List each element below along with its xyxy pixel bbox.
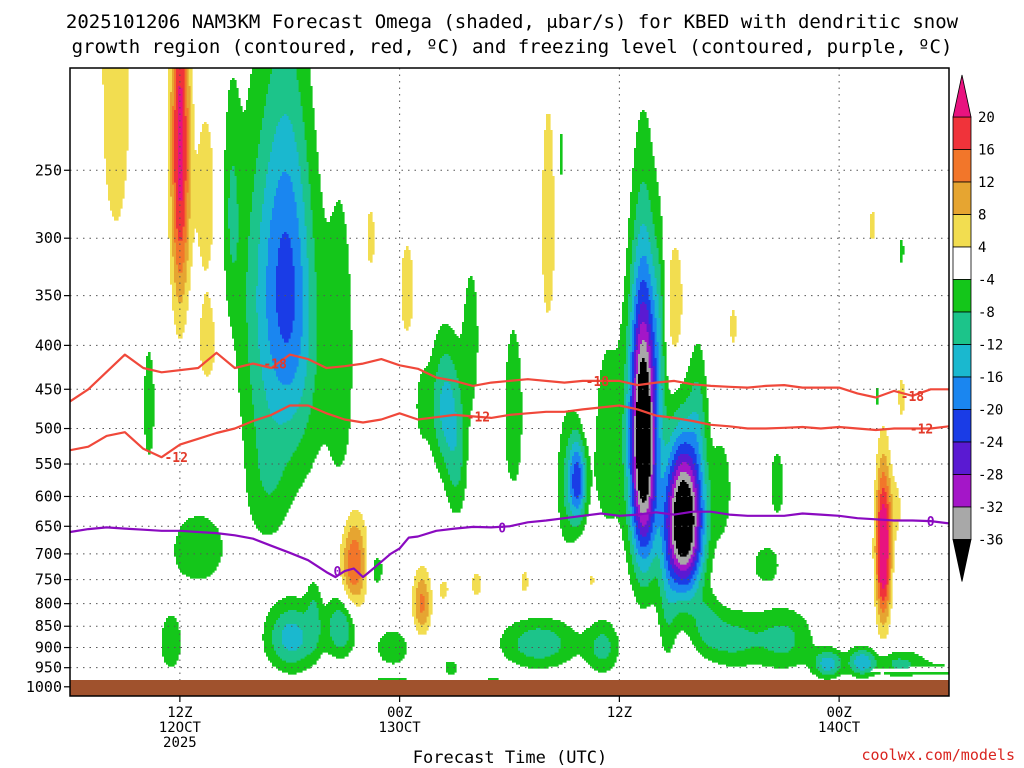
colorbar-top-arrow	[952, 74, 972, 118]
colorbar-segment	[952, 214, 972, 248]
contour-line	[70, 351, 949, 403]
chart-title-line1: 2025101206 NAM3KM Forecast Omega (shaded…	[66, 11, 959, 33]
colorbar-segment	[952, 149, 972, 183]
colorbar-label: -24	[978, 435, 1003, 451]
y-tick-label: 900	[35, 639, 62, 657]
colorbar-segment	[952, 441, 972, 475]
omega-shading	[70, 68, 949, 696]
contour-label: -18	[263, 358, 287, 373]
colorbar-label: -20	[978, 403, 1003, 419]
contour-label: -12	[910, 423, 933, 438]
y-axis: 250 300 350 400 450 500 550 600 650 700 750 800 850 9…	[26, 161, 70, 696]
colorbar-label: 20	[978, 110, 995, 126]
x-tick-label: 2025	[163, 735, 197, 751]
ground-bar	[70, 680, 949, 696]
y-tick-label: 850	[35, 617, 62, 635]
contour-label: -12	[467, 410, 490, 425]
contour-label: -18	[901, 390, 925, 405]
x-tick-label: 12OCT	[159, 720, 202, 736]
x-tick-label: 12Z	[607, 705, 632, 721]
y-tick-label: 650	[35, 517, 62, 535]
y-tick-label: 300	[35, 229, 62, 247]
contour-line	[70, 404, 949, 459]
colorbar-segment	[952, 376, 972, 410]
contour-label: 0	[927, 515, 935, 530]
colorbar-label: 4	[978, 240, 986, 256]
x-tick-label: 00Z	[826, 705, 851, 721]
colorbar-label: 8	[978, 208, 986, 224]
colorbar-label: -32	[978, 500, 1003, 516]
temperature-contours: -18 -18 -18 -12 -12 -12 0 0 0	[70, 351, 949, 580]
colorbar-segment	[952, 246, 972, 280]
colorbar-label: 16	[978, 143, 995, 159]
contour-label: -12	[164, 451, 187, 466]
y-tick-label: 600	[35, 487, 62, 505]
colorbar-label: -28	[978, 468, 1003, 484]
colorbar-segment	[952, 279, 972, 313]
x-axis: 12Z12OCT202500Z13OCT12Z00Z14OCT12Z	[159, 696, 861, 751]
y-tick-label: 500	[35, 420, 62, 438]
y-tick-label: 800	[35, 595, 62, 613]
y-tick-label: 550	[35, 455, 62, 473]
omega-band	[144, 68, 949, 693]
contour-label: -18	[586, 375, 610, 390]
colorbar-segment	[952, 181, 972, 215]
omega-band	[228, 68, 911, 675]
y-tick-label: 250	[35, 161, 62, 179]
contour-label: 0	[498, 521, 506, 536]
plot-frame	[69, 67, 950, 697]
contour-line	[70, 510, 949, 579]
colorbar-segment	[952, 116, 972, 150]
colorbar-label: -8	[978, 305, 995, 321]
grid-lines	[70, 68, 949, 696]
colorbar-label: -36	[978, 533, 1003, 549]
y-tick-label: 350	[35, 287, 62, 305]
y-tick-label: 750	[35, 571, 62, 589]
colorbar-label: -12	[978, 338, 1003, 354]
colorbar-bottom-arrow	[952, 539, 972, 582]
colorbar-segment	[952, 474, 972, 508]
x-tick-label: 14OCT	[818, 720, 861, 736]
colorbar-segment	[952, 344, 972, 378]
y-tick-label: 450	[35, 380, 62, 398]
colorbar-label: -16	[978, 370, 1003, 386]
omega-band	[632, 302, 701, 579]
colorbar-label: -4	[978, 273, 995, 289]
colorbar-segment	[952, 311, 972, 345]
contour-label: 0	[333, 565, 341, 580]
y-tick-label: 400	[35, 336, 62, 354]
x-tick-label: 12Z	[167, 705, 192, 721]
colorbar: 20 16 12 8 4 -4 -8 -12 -16 -20 -24 -28 -32 -36	[952, 74, 1003, 582]
colorbar-segment	[952, 506, 972, 540]
x-tick-label: 13OCT	[379, 720, 422, 736]
y-tick-label: 1000	[26, 678, 62, 696]
chart-title-line2: growth region (contoured, red, ºC) and f…	[72, 36, 953, 58]
colorbar-segment	[952, 409, 972, 443]
colorbar-label: 12	[978, 175, 995, 191]
omega-band	[636, 358, 695, 557]
y-tick-label: 950	[35, 659, 62, 677]
x-axis-label: Forecast Time (UTC)	[413, 748, 607, 768]
x-tick-label: 00Z	[387, 705, 412, 721]
y-tick-label: 700	[35, 545, 62, 563]
credit-text: coolwx.com/models	[861, 746, 1015, 764]
